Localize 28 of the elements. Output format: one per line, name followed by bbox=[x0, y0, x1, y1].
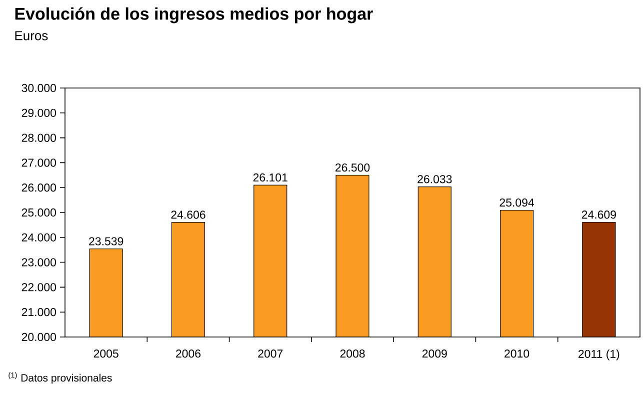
y-tick-label: 22.000 bbox=[22, 283, 56, 292]
y-tick-label: 21.000 bbox=[22, 308, 56, 316]
chart-subtitle: Euros bbox=[15, 31, 48, 40]
text: $^{(1)}$ Datos provisionales bbox=[8, 372, 112, 384]
data-label: 23.539 bbox=[89, 237, 124, 246]
data-label: 26.033 bbox=[418, 175, 452, 184]
y-tick-label: 28.000 bbox=[22, 134, 56, 142]
y-tick-label: 26.000 bbox=[22, 184, 56, 192]
data-label: 26.101 bbox=[253, 173, 288, 182]
y-tick-label: 30.000 bbox=[22, 84, 56, 92]
data-label: 24.609 bbox=[582, 210, 616, 219]
y-tick-label: 25.000 bbox=[22, 208, 56, 217]
y-tick-label: 24.000 bbox=[22, 233, 56, 242]
x-tick-label: 2005 bbox=[94, 350, 118, 358]
data-label: 25.094 bbox=[500, 198, 534, 207]
chart-title: Evolución de los ingresos medios por hogar bbox=[15, 7, 373, 24]
y-tick-label: 23.000 bbox=[22, 258, 56, 266]
y-tick-label: 29.000 bbox=[22, 108, 56, 117]
x-tick-label: 2007 bbox=[258, 350, 283, 358]
x-tick-label: 2008 bbox=[340, 350, 365, 358]
x-tick-label: 2009 bbox=[422, 350, 447, 358]
y-tick-label: 27.000 bbox=[22, 158, 56, 167]
data-label: 26.500 bbox=[335, 163, 370, 172]
x-tick-label: 2010 bbox=[504, 350, 530, 358]
data-label: 24.606 bbox=[171, 210, 206, 219]
x-tick-label: 2011 (1) bbox=[578, 350, 620, 360]
y-tick-label: 20.000 bbox=[22, 332, 56, 342]
x-tick-label: 2006 bbox=[176, 350, 200, 358]
